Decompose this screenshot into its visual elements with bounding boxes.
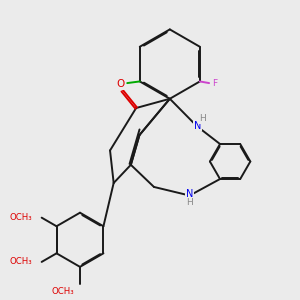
Text: Cl: Cl <box>116 79 124 88</box>
Text: F: F <box>212 79 217 88</box>
Text: OCH₃: OCH₃ <box>10 213 32 222</box>
Text: OCH₃: OCH₃ <box>51 287 74 296</box>
Text: N: N <box>194 121 201 130</box>
Text: H: H <box>186 198 193 207</box>
Text: N: N <box>186 189 193 199</box>
Text: H: H <box>199 114 206 123</box>
Text: OCH₃: OCH₃ <box>10 257 32 266</box>
Text: O: O <box>116 79 125 89</box>
